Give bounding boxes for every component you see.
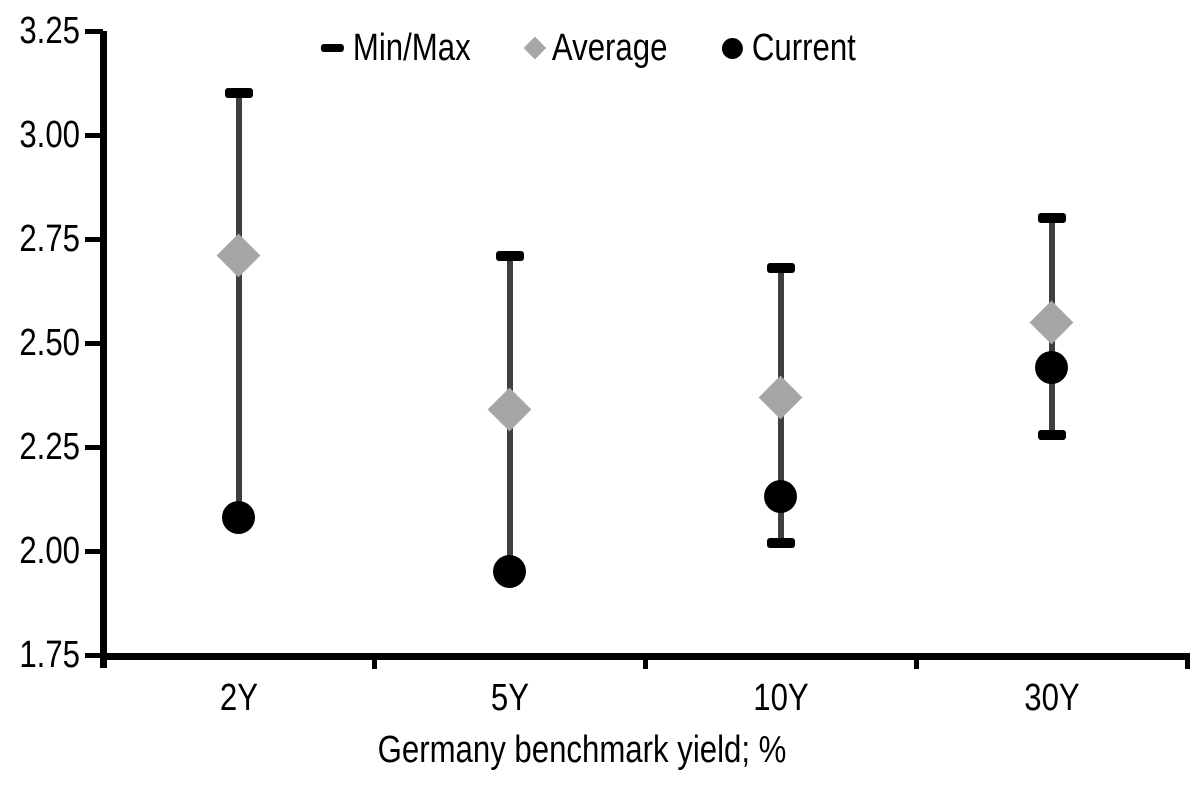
min-cap [1037,429,1066,440]
x-category-label: 10Y [752,677,809,719]
y-tick-label: 3.25 [19,10,80,52]
min-cap [766,537,795,548]
y-tick-label: 1.75 [19,634,80,676]
average-diamond [217,233,261,278]
legend-label-current: Current [752,27,857,69]
whisker-line [235,93,242,518]
y-tick [85,236,103,242]
y-axis-line [100,31,107,668]
y-tick-label: 2.00 [19,530,80,572]
x-tick [371,656,377,669]
x-tick [1184,656,1190,669]
legend-item-current: Current [722,26,879,70]
average-diamond [1029,300,1074,345]
y-tick [85,28,103,34]
x-category-label: 5Y [490,677,529,719]
y-tick-label: 2.75 [19,218,80,260]
average-diamond [487,387,532,432]
legend-label-minmax: Min/Max [352,27,471,69]
current-circle [764,480,798,514]
y-tick [85,548,103,554]
x-category-label: 2Y [219,677,258,719]
current-circle-icon [722,37,744,59]
max-cap [224,88,253,99]
legend-label-average: Average [551,27,668,69]
x-category-label: 30Y [1023,677,1080,719]
legend: Min/Max Average Current [320,26,879,70]
max-cap [495,250,524,261]
y-tick [85,132,103,138]
minmax-dash-icon [320,44,344,52]
y-tick-label: 2.25 [19,426,80,468]
y-tick [85,340,103,346]
y-tick-label: 3.00 [19,114,80,156]
x-tick [642,656,648,669]
x-tick [913,656,919,669]
current-circle [493,555,527,589]
legend-item-average: Average [523,26,693,70]
legend-item-minmax: Min/Max [320,26,497,70]
y-tick [85,652,103,658]
current-circle [222,501,256,535]
x-axis-title: Germany benchmark yield; % [377,729,787,771]
current-circle [1035,351,1069,385]
average-diamond-icon [523,36,546,60]
y-tick-label: 2.50 [19,322,80,364]
max-cap [1037,213,1066,224]
average-diamond [758,375,803,419]
y-tick [85,444,103,450]
max-cap [766,263,795,274]
